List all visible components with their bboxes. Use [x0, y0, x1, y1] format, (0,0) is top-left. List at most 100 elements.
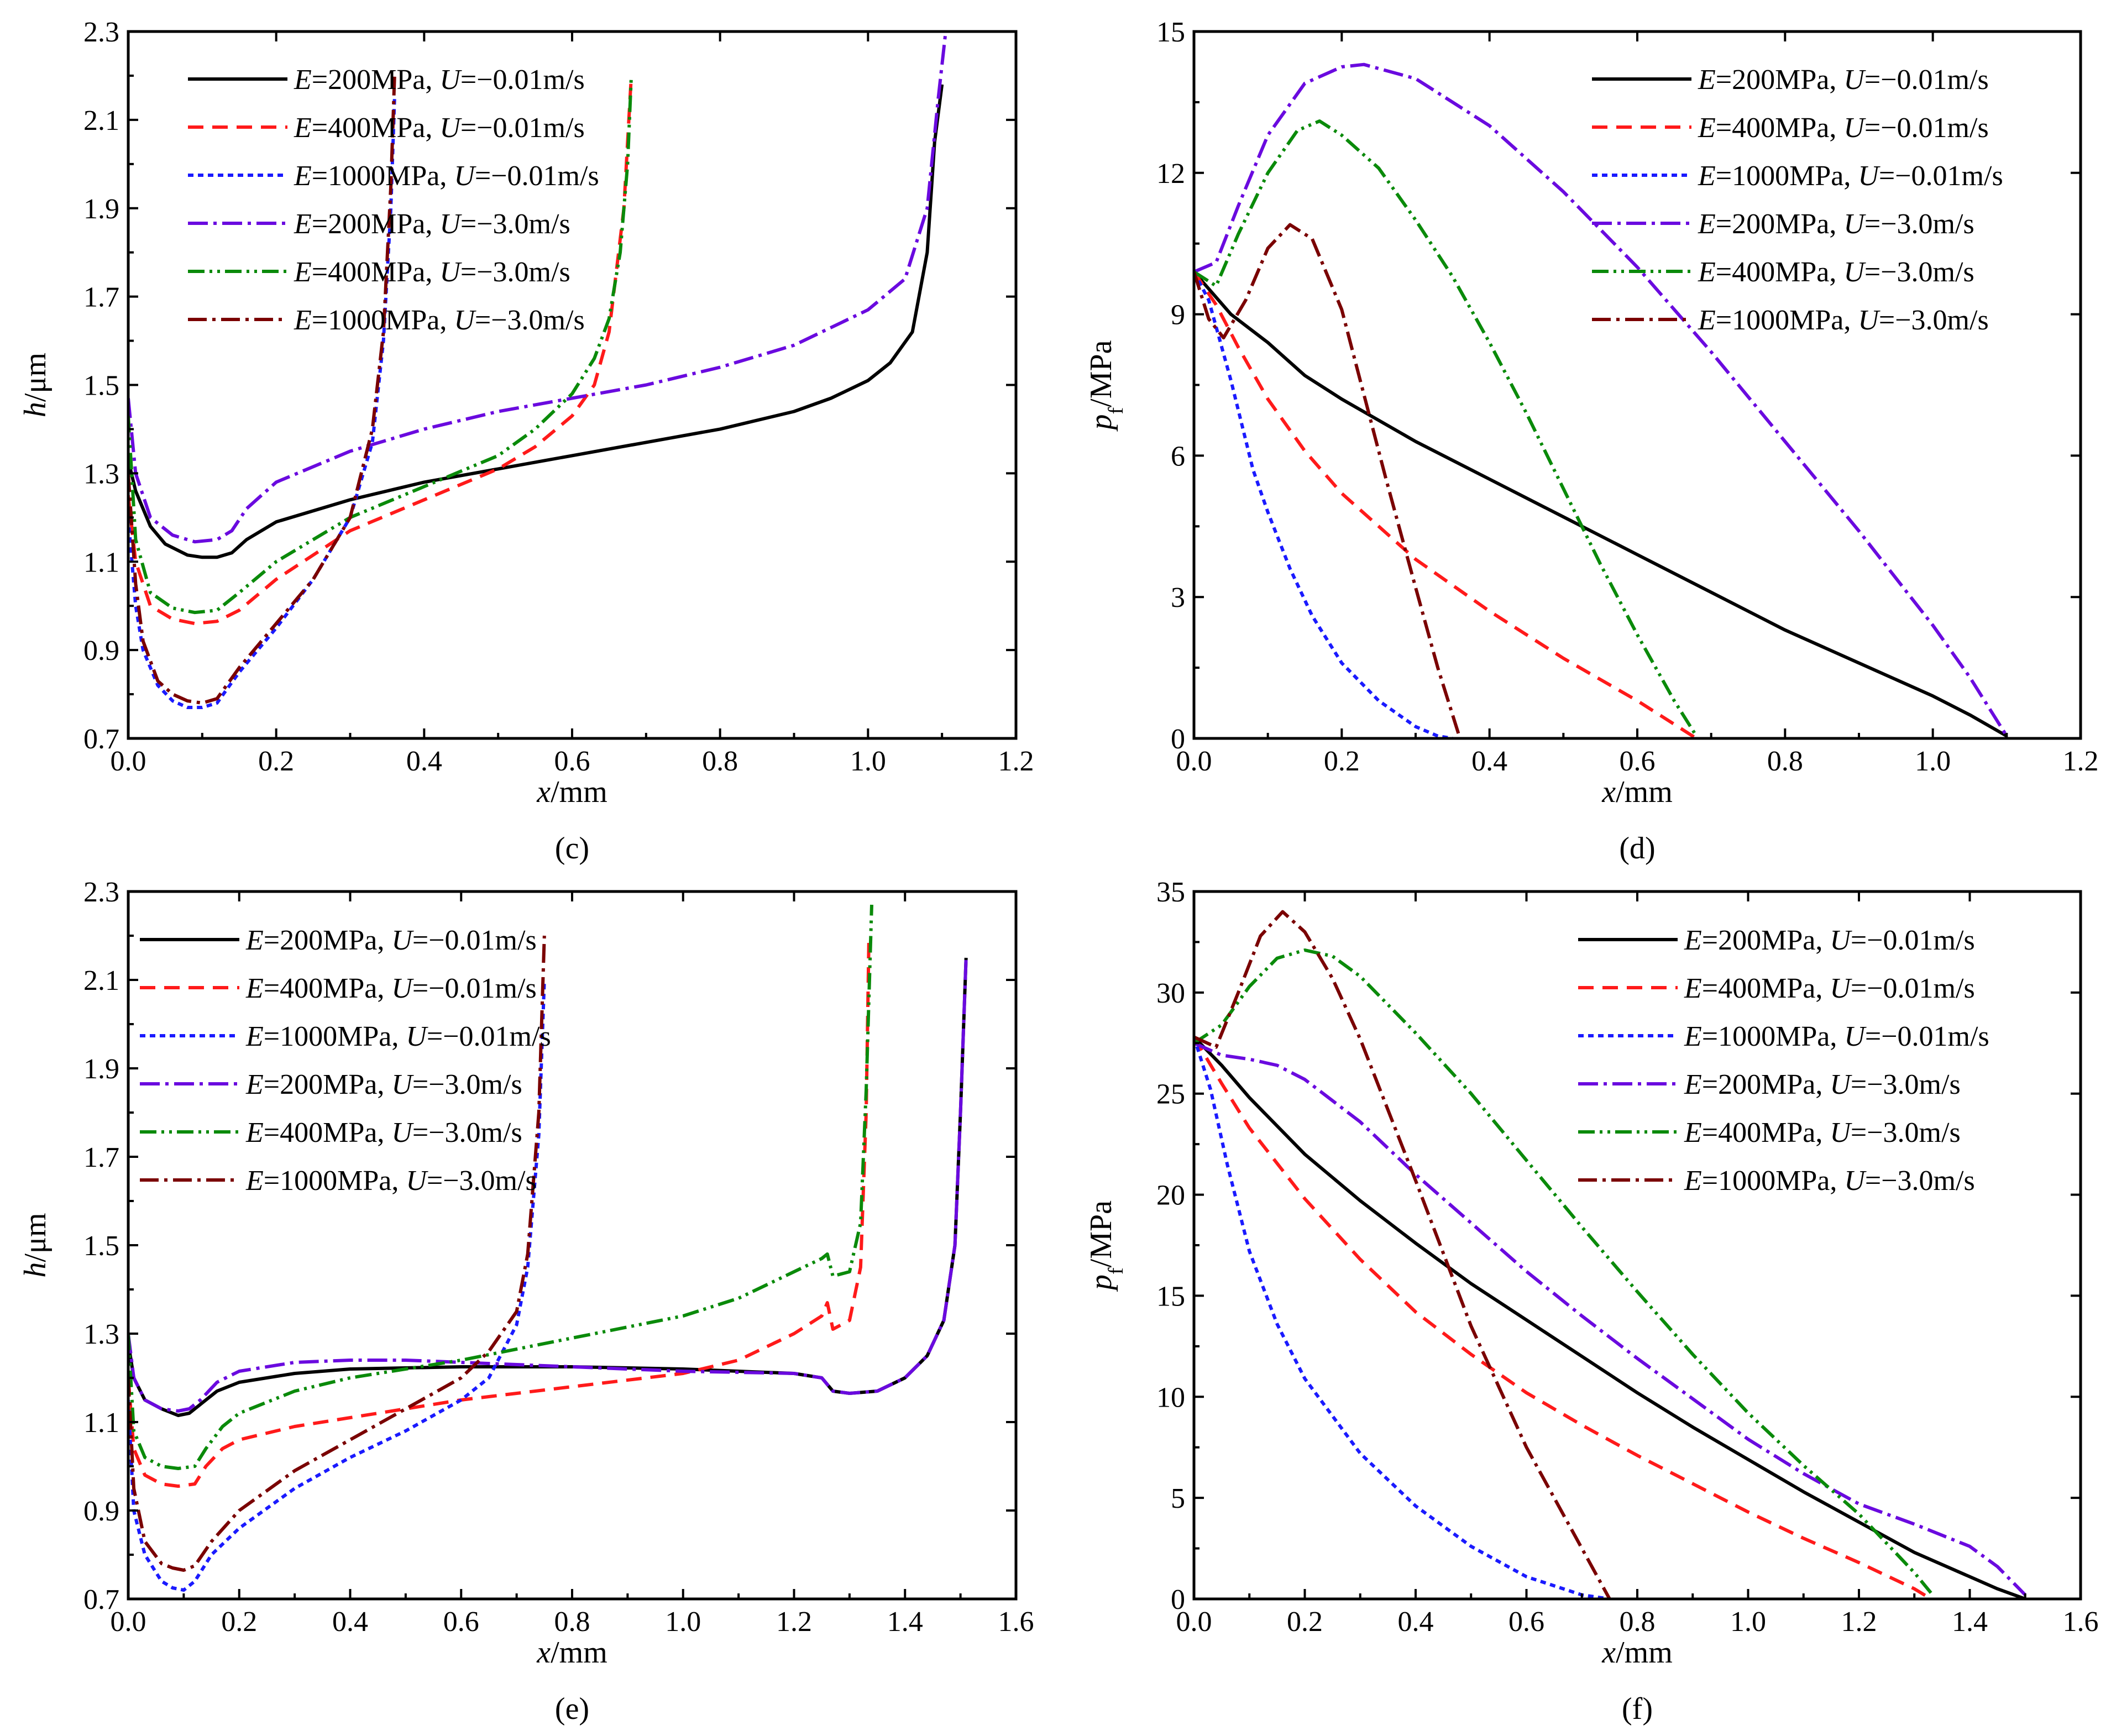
text-span: =−3.0m/s	[412, 1117, 522, 1148]
y-tick-label: 1.5	[83, 1230, 119, 1262]
panel-caption: (f)	[1622, 1692, 1653, 1726]
text-span: =−3.0m/s	[475, 305, 585, 336]
legend-entry: E=200MPa, U=−0.01m/s	[1684, 925, 1975, 956]
text-span: E	[245, 1117, 264, 1148]
series-line-1	[1194, 270, 2008, 738]
x-axis-label: x/mm	[1601, 1635, 1673, 1670]
text-span: E	[1698, 112, 1716, 144]
series-line-6	[128, 75, 396, 705]
text-span: U	[1843, 112, 1866, 144]
x-axis-label: x/mm	[536, 775, 607, 809]
text-span: =400MPa,	[1716, 112, 1844, 144]
text-span: E	[294, 112, 312, 144]
legend-entry: E=400MPa, U=−3.0m/s	[245, 1117, 522, 1148]
y-tick-label: 2.1	[83, 965, 119, 997]
series-group	[128, 904, 968, 1592]
text-span: =200MPa,	[1716, 64, 1844, 96]
text-span: =200MPa,	[312, 208, 440, 240]
x-tick-label: 0.6	[1508, 1606, 1544, 1638]
y-tick-label: 10	[1156, 1382, 1185, 1413]
series-group	[1194, 910, 2026, 1599]
y-tick-label: 1.9	[83, 1053, 119, 1085]
text-span: =400MPa,	[312, 256, 440, 288]
y-tick-label: 1.3	[83, 1319, 119, 1350]
x-tick-label: 0.2	[1287, 1606, 1323, 1638]
text-span: U	[1844, 1021, 1867, 1052]
text-span: =400MPa,	[1702, 1117, 1830, 1148]
y-tick-label: 1.7	[83, 282, 119, 313]
y-tick-label: 1.1	[83, 1407, 119, 1439]
text-span: =400MPa,	[1716, 256, 1844, 288]
text-span: =1000MPa,	[1702, 1165, 1845, 1197]
x-tick-label: 0.8	[554, 1606, 590, 1638]
text-span: E	[1684, 1069, 1702, 1100]
text-span: =1000MPa,	[264, 1165, 406, 1197]
y-axis-label: pf/MPa	[1084, 1200, 1128, 1292]
x-tick-label: 1.2	[998, 746, 1034, 777]
y-axis-label: pf/MPa	[1084, 340, 1128, 432]
x-tick-label: 0.0	[1176, 746, 1212, 777]
text-span: /mm	[1616, 1635, 1673, 1670]
text-span: h	[18, 1262, 53, 1278]
text-span: =−0.01m/s	[460, 64, 585, 96]
text-span: /mm	[551, 1635, 607, 1670]
text-span: =−0.01m/s	[1864, 112, 1989, 144]
x-axis-label: x/mm	[536, 1635, 607, 1670]
x-tick-label: 0.4	[1398, 1606, 1434, 1638]
y-tick-label: 20	[1156, 1180, 1185, 1211]
chart-panel-c: 0.0 0.2 0.4 0.6 0.8 1.0 1.2 0.7 0.9 1.1 1.3 1.5 1.7 1…	[18, 17, 1034, 866]
text-span: =200MPa,	[264, 925, 392, 956]
text-span: =−0.01m/s	[427, 1021, 551, 1052]
text-span: U	[1858, 305, 1880, 336]
legend-entry: E=400MPa, U=−3.0m/s	[1698, 256, 1974, 288]
legend-entry: E=400MPa, U=−3.0m/s	[1684, 1117, 1961, 1148]
text-span: E	[1684, 1165, 1702, 1197]
y-tick-label: 0.9	[83, 1496, 119, 1527]
series-line-4	[128, 957, 968, 1413]
legend: E=200MPa, U=−0.01m/sE=400MPa, U=−0.01m/s…	[188, 64, 599, 336]
legend-entry: E=1000MPa, U=−0.01m/s	[294, 160, 599, 192]
text-span: U	[1858, 160, 1880, 192]
y-axis-label: h/μm	[18, 353, 53, 417]
series-group	[1194, 62, 2008, 738]
text-span: E	[1698, 208, 1716, 240]
x-tick-label: 1.0	[850, 746, 886, 777]
y-tick-label: 2.3	[83, 17, 119, 48]
series-line-3	[1194, 1036, 1610, 1599]
legend: E=200MPa, U=−0.01m/s E=400MPa, U=−0.01m/s…	[1578, 925, 1989, 1197]
series-line-2	[1194, 1036, 1932, 1599]
text-span: x	[536, 775, 551, 809]
text-span: U	[1830, 925, 1852, 956]
x-tick-label: 1.4	[1952, 1606, 1988, 1638]
legend-entry: E=200MPa, U=−3.0m/s	[245, 1069, 522, 1100]
text-span: x	[536, 1635, 551, 1670]
y-tick-label: 35	[1156, 877, 1185, 908]
text-span: =400MPa,	[264, 973, 392, 1004]
text-span: /mm	[1616, 775, 1673, 809]
chart-panel-f: 0.0 0.2 0.4 0.6 0.8 1.0 1.2 1.4 1.6 0 5 10 15 20 25 30 3…	[1084, 877, 2099, 1726]
legend-entry: E=200MPa, U=−3.0m/s	[294, 208, 570, 240]
text-span: =−3.0m/s	[460, 256, 570, 288]
series-line-2	[128, 935, 871, 1488]
series-line-3	[1194, 271, 1453, 738]
legend-entry: E=200MPa, U=−3.0m/s	[1698, 208, 1974, 240]
text-span: U	[391, 1069, 414, 1100]
text-span: =1000MPa,	[1716, 305, 1858, 336]
legend-entry: E=200MPa, U=−0.01m/s	[1698, 64, 1989, 96]
legend-entry: E=1000MPa, U=−3.0m/s	[294, 305, 585, 336]
text-span: =200MPa,	[312, 64, 440, 96]
y-tick-label: 0	[1171, 723, 1185, 755]
text-span: f	[1104, 407, 1128, 415]
text-span: h	[18, 402, 53, 417]
x-tick-label: 1.0	[665, 1606, 701, 1638]
text-span: U	[406, 1165, 428, 1197]
legend-entry: E=400MPa, U=−0.01m/s	[245, 973, 537, 1004]
series-line-4	[1194, 1041, 2026, 1596]
legend-entry: E=400MPa, U=−0.01m/s	[1698, 112, 1989, 144]
legend-entry: E=1000MPa, U=−0.01m/s	[245, 1021, 551, 1052]
text-span: =1000MPa,	[312, 160, 454, 192]
text-span: E	[294, 64, 312, 96]
legend-entry: E=400MPa, U=−0.01m/s	[1684, 973, 1975, 1004]
series-line-6	[1194, 910, 1611, 1599]
x-tick-label: 0.6	[1620, 746, 1656, 777]
